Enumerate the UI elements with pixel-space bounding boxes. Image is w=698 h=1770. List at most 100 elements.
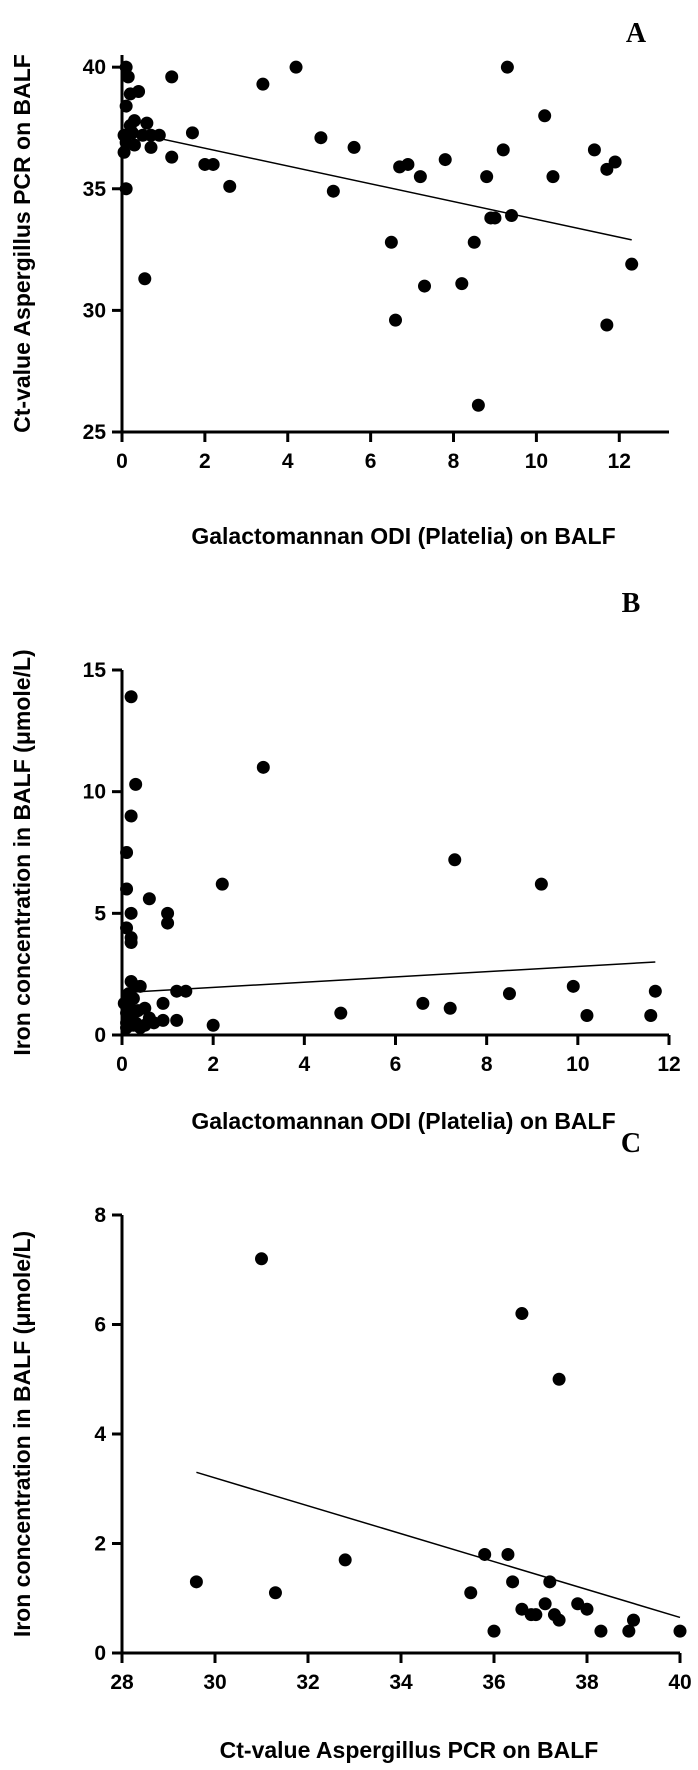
data-point — [124, 690, 138, 704]
data-point — [119, 182, 133, 196]
data-point — [125, 126, 139, 140]
data-point — [487, 1624, 501, 1638]
data-point — [496, 143, 510, 157]
y-tick-label: 35 — [83, 178, 107, 201]
data-point — [471, 398, 485, 412]
data-point — [268, 1586, 282, 1600]
x-tick-label: 10 — [566, 1053, 589, 1076]
data-point — [467, 235, 481, 249]
data-point — [338, 1553, 352, 1567]
data-point — [165, 150, 179, 164]
y-tick-label: 40 — [83, 56, 106, 79]
data-point — [580, 1602, 594, 1616]
data-point — [161, 916, 175, 930]
data-point — [418, 279, 432, 293]
data-point — [120, 921, 134, 935]
data-point — [347, 140, 361, 154]
chart-panel-a: 0 2 4 6 8 10 12 25 30 35 40 Galactomannan ODI (Plat… — [9, 18, 669, 549]
data-point — [120, 846, 134, 859]
panel-label: B — [622, 588, 641, 619]
data-point — [389, 313, 402, 327]
data-point — [152, 128, 166, 142]
data-point — [506, 1575, 520, 1589]
x-tick-label: 34 — [389, 1671, 413, 1694]
data-point — [566, 979, 580, 993]
data-point — [625, 257, 639, 271]
x-tick-label: 4 — [282, 450, 294, 473]
data-point — [478, 1547, 492, 1561]
y-tick-label: 25 — [83, 421, 107, 444]
x-tick-label: 4 — [298, 1053, 310, 1076]
data-point — [256, 77, 270, 91]
data-point — [126, 1018, 140, 1032]
x-tick-label: 6 — [390, 1053, 402, 1076]
data-point — [546, 170, 560, 184]
y-tick-label: 15 — [83, 659, 107, 682]
data-point — [206, 1018, 220, 1032]
y-tick-label: 0 — [94, 1642, 106, 1665]
x-tick-label: 30 — [203, 1671, 226, 1694]
data-point — [185, 126, 199, 140]
data-point — [443, 1001, 457, 1015]
data-point — [124, 936, 138, 950]
data-point — [215, 877, 229, 891]
x-tick-label: 10 — [525, 450, 548, 473]
data-point — [156, 1013, 170, 1027]
data-point — [156, 996, 170, 1010]
y-tick-label: 4 — [94, 1423, 106, 1446]
data-point — [255, 1252, 268, 1266]
data-point — [119, 60, 133, 74]
data-point — [117, 145, 131, 159]
chart-panel-c: 28 30 32 34 36 38 40 0 2 4 6 8 Ct-value Aspergillus … — [9, 1128, 692, 1763]
data-point — [334, 1006, 348, 1020]
data-point — [170, 1013, 184, 1027]
y-tick-label: 8 — [94, 1204, 106, 1227]
data-point — [416, 996, 430, 1010]
data-point — [120, 882, 134, 896]
data-point — [124, 809, 138, 823]
data-point — [401, 157, 415, 171]
x-axis-label: Ct-value Aspergillus PCR on BALF — [220, 1737, 599, 1763]
data-point — [673, 1624, 687, 1638]
data-point — [132, 84, 146, 98]
data-point — [600, 318, 614, 332]
x-tick-label: 28 — [110, 1671, 134, 1694]
data-point — [124, 906, 138, 920]
data-point — [223, 179, 237, 193]
x-tick-label: 40 — [668, 1671, 691, 1694]
data-point — [142, 892, 156, 906]
data-point — [206, 157, 220, 171]
x-tick-label: 38 — [575, 1671, 599, 1694]
data-point — [580, 1009, 594, 1023]
data-point — [538, 1597, 552, 1611]
data-point — [587, 143, 601, 157]
trend-line — [121, 129, 632, 241]
data-point — [543, 1575, 557, 1589]
x-tick-label: 32 — [296, 1671, 319, 1694]
data-point — [133, 979, 147, 993]
panel-label: C — [621, 1128, 641, 1159]
trend-line — [126, 961, 656, 994]
x-tick-label: 12 — [608, 450, 631, 473]
data-point — [594, 1624, 608, 1638]
data-point — [644, 1009, 658, 1023]
data-point — [144, 140, 158, 154]
y-tick-label: 5 — [94, 902, 106, 925]
data-point — [500, 60, 514, 74]
panel-label: A — [626, 18, 647, 49]
data-point — [538, 109, 552, 123]
data-point — [127, 114, 141, 128]
x-tick-label: 36 — [482, 1671, 505, 1694]
data-point — [608, 155, 622, 169]
data-point — [480, 170, 494, 184]
data-point — [627, 1613, 640, 1627]
x-axis-label: Galactomannan ODI (Platelia) on BALF — [191, 1108, 615, 1134]
data-point — [515, 1307, 529, 1321]
y-axis-label: Ct-value Aspergillus PCR on BALF — [9, 54, 35, 433]
data-point — [140, 116, 154, 130]
y-axis-label: Iron concentration in BALF (μmole/L) — [9, 1231, 35, 1637]
x-tick-label: 2 — [207, 1053, 219, 1076]
data-point — [455, 277, 469, 291]
data-point — [534, 877, 548, 891]
